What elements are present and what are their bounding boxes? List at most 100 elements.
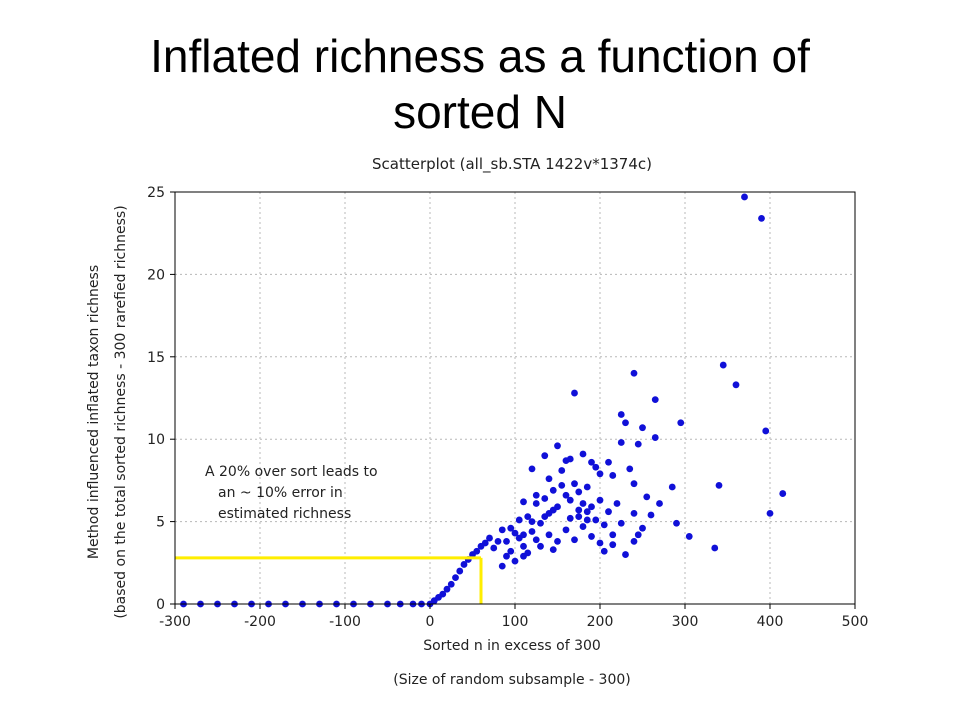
x-tick-label: 300 (672, 614, 699, 630)
data-point (588, 533, 595, 540)
data-point (507, 547, 515, 555)
data-point (498, 526, 506, 534)
data-point (571, 536, 578, 544)
data-point (566, 514, 574, 522)
grid (175, 192, 855, 604)
data-point (443, 585, 451, 593)
data-point (639, 424, 646, 432)
data-point (762, 427, 770, 435)
data-point (609, 531, 617, 539)
data-point (456, 567, 464, 575)
slide-title-line2: sorted N (393, 86, 567, 138)
data-point (630, 369, 638, 377)
data-point (643, 493, 651, 501)
data-point (558, 467, 566, 474)
data-point (511, 557, 519, 565)
data-point (605, 508, 612, 516)
data-point (452, 574, 459, 582)
annotation-line2: an ~ 10% error in (218, 485, 343, 501)
data-point (541, 452, 549, 460)
data-point (579, 450, 587, 458)
data-point (741, 193, 748, 201)
x-axis-sublabel: (Size of random subsample - 300) (393, 672, 630, 688)
data-point (562, 526, 570, 534)
data-point (605, 458, 612, 466)
data-point (549, 506, 557, 514)
data-point (715, 481, 723, 489)
data-point (571, 480, 578, 488)
data-point (600, 521, 608, 529)
data-point (541, 513, 549, 521)
y-axis-ticks: 0 5 10 15 20 25 (147, 185, 175, 613)
y-tick-label: 15 (147, 350, 165, 366)
data-point (668, 483, 676, 491)
data-point (656, 500, 663, 507)
data-point (554, 537, 561, 545)
data-point (596, 496, 604, 504)
data-point (651, 434, 659, 441)
annotation-line3: estimated richness (218, 506, 351, 522)
data-point (498, 562, 506, 570)
data-point (566, 496, 574, 504)
data-point (617, 439, 625, 446)
data-point (673, 519, 680, 527)
x-tick-label: 0 (426, 614, 435, 630)
data-point (473, 547, 481, 555)
data-point (630, 537, 638, 545)
data-point (600, 547, 608, 555)
data-point (554, 442, 561, 450)
data-point (439, 590, 447, 598)
data-point (634, 440, 642, 448)
x-tick-label: -300 (159, 614, 191, 630)
x-tick-label: 200 (587, 614, 614, 630)
data-point (447, 580, 455, 588)
data-point (609, 541, 617, 549)
data-point (651, 396, 659, 404)
data-point (520, 542, 527, 550)
data-point (630, 480, 638, 488)
data-point (490, 544, 498, 552)
x-tick-label: 400 (757, 614, 784, 630)
data-point (596, 539, 604, 547)
annotation-line1: A 20% over sort leads to (205, 464, 378, 480)
annotation-guides (175, 556, 483, 604)
data-point (583, 483, 591, 491)
data-point (545, 531, 553, 539)
data-point (532, 491, 540, 499)
data-point (677, 419, 685, 427)
data-point (537, 542, 544, 550)
data-point (579, 523, 587, 530)
data-point (647, 511, 655, 519)
data-point (575, 506, 583, 514)
x-axis-label: Sorted n in excess of 300 (423, 638, 601, 654)
data-point (524, 513, 532, 521)
data-point (528, 518, 536, 525)
slide-title: Inflated richness as a function of sorte… (0, 28, 960, 140)
data-point (528, 528, 536, 535)
y-axis-label: Method influenced inflated taxon richnes… (86, 265, 102, 559)
data-point (575, 488, 583, 496)
data-point (528, 465, 536, 473)
chart-title: Scatterplot (all_sb.STA 1422v*1374c) (372, 155, 652, 174)
data-point (511, 529, 519, 537)
x-tick-label: -200 (244, 614, 276, 630)
data-point (460, 561, 468, 568)
data-point (639, 524, 646, 532)
data-point (481, 539, 489, 547)
data-point (626, 465, 634, 473)
data-point (579, 500, 587, 507)
data-point (732, 381, 740, 389)
data-point (545, 475, 553, 483)
data-point (575, 513, 583, 521)
data-point (592, 516, 600, 524)
data-point (592, 463, 600, 471)
data-point (588, 458, 595, 466)
data-point (609, 472, 617, 479)
data-point (503, 537, 510, 545)
data-point (520, 498, 527, 506)
data-point (494, 537, 502, 545)
data-point (588, 503, 595, 511)
data-point (583, 508, 591, 516)
data-point (613, 500, 621, 507)
y-axis-sublabel: (based on the total sorted richness - 30… (113, 205, 129, 618)
